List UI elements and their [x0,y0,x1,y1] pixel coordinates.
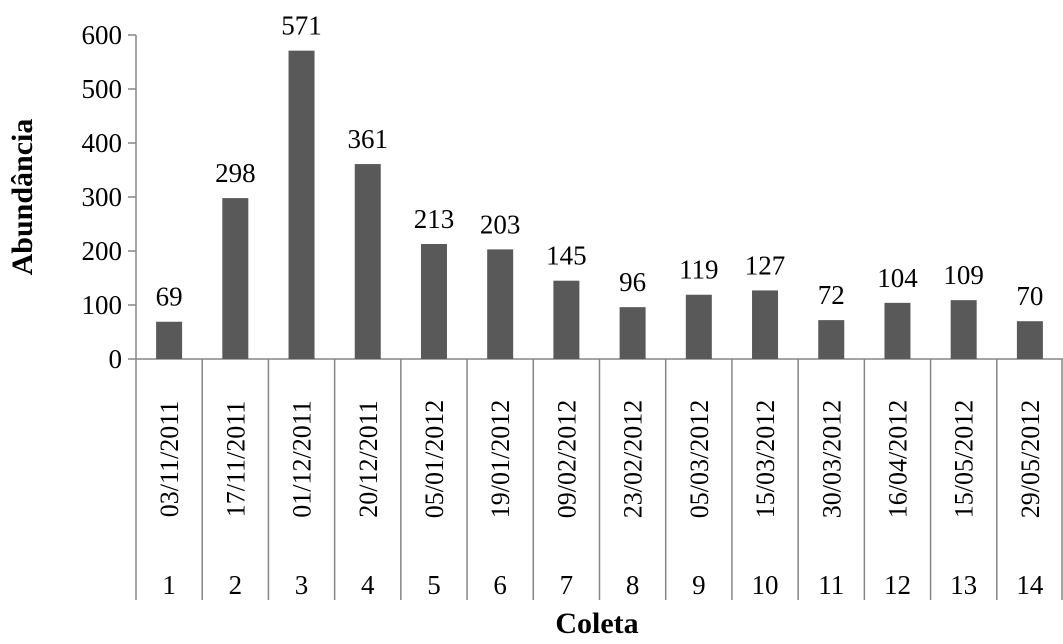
bar [222,198,249,359]
x-category-date-label: 23/02/2012 [619,400,648,518]
data-label: 72 [818,280,845,310]
x-category-number-label: 11 [818,570,844,600]
bar [950,300,977,359]
data-label: 145 [546,241,587,271]
x-category-date-label: 05/03/2012 [685,400,714,518]
x-category-date-label: 05/01/2012 [420,400,449,518]
data-label: 119 [679,255,719,285]
data-label: 127 [745,250,786,280]
x-category-number-label: 12 [884,570,911,600]
x-category-number-label: 9 [692,570,706,600]
x-category-date-label: 20/12/2011 [354,400,383,517]
x-category-date-label: 15/03/2012 [751,400,780,518]
x-category-number-label: 7 [560,570,574,600]
data-label: 96 [619,267,646,297]
x-category-number-label: 3 [295,570,309,600]
y-tick-label: 400 [82,128,123,158]
data-label: 70 [1016,281,1043,311]
bar [884,302,911,359]
x-category-date-label: 30/03/2012 [817,400,846,518]
y-tick-label: 300 [82,182,123,212]
x-category-date-label: 17/11/2011 [221,401,250,518]
x-category-number-label: 4 [361,570,375,600]
x-category-date-label: 15/05/2012 [950,400,979,518]
y-tick-label: 0 [109,344,123,374]
y-axis-title: Abundância [6,119,39,276]
data-label: 361 [348,124,389,154]
x-category-number-label: 6 [493,570,507,600]
data-label: 69 [156,282,183,312]
x-category-number-label: 10 [752,570,779,600]
bar [1016,321,1043,359]
x-category-number-label: 13 [950,570,977,600]
y-tick-label: 100 [82,290,123,320]
bar [553,280,580,359]
bar [685,294,712,359]
bar [420,243,447,359]
data-label: 298 [215,158,256,188]
x-category-date-label: 01/12/2011 [288,400,317,517]
x-category-number-label: 5 [427,570,441,600]
plot-area: 01002003004005006006903/11/2011129817/11… [82,11,1063,600]
x-category-date-label: 16/04/2012 [883,400,912,518]
x-category-number-label: 1 [162,570,176,600]
bar [752,290,779,359]
x-category-date-label: 19/01/2012 [486,400,515,518]
bar [156,321,183,359]
bar [619,307,646,359]
x-category-number-label: 8 [626,570,640,600]
data-label: 109 [943,260,984,290]
data-label: 104 [877,263,918,293]
data-label: 203 [480,209,521,239]
data-label: 571 [281,11,322,41]
y-tick-label: 600 [82,20,123,50]
bar [818,320,845,359]
x-axis-title: Coleta [555,607,638,640]
bar [487,249,514,359]
x-category-number-label: 14 [1016,570,1044,600]
x-category-date-label: 29/05/2012 [1016,400,1045,518]
bar [288,50,315,359]
bar [354,164,381,359]
y-tick-label: 500 [82,74,123,104]
data-label: 213 [414,204,455,234]
y-tick-label: 200 [82,236,123,266]
x-category-date-label: 03/11/2011 [155,401,184,518]
x-category-date-label: 09/02/2012 [552,400,581,518]
x-category-number-label: 2 [229,570,243,600]
